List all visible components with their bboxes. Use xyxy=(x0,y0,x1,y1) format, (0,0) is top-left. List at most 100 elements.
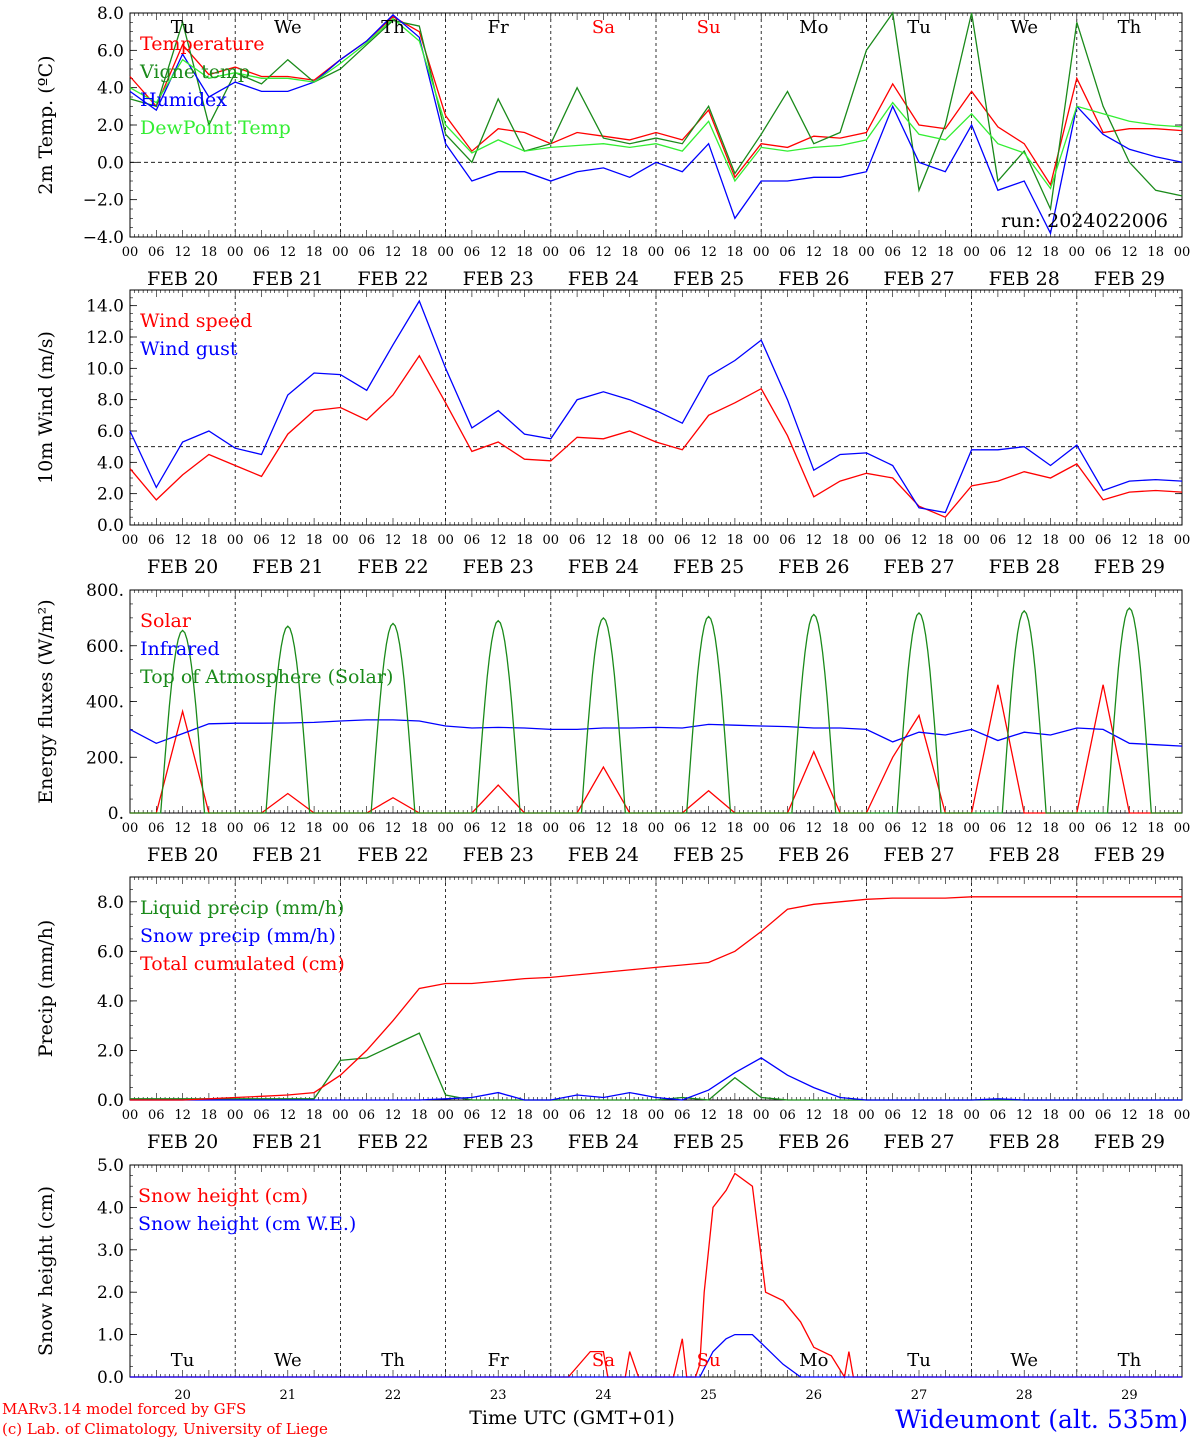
hour-tick-label: 12 xyxy=(490,1108,507,1123)
hour-tick-label: 18 xyxy=(832,533,849,548)
hour-tick-label: 18 xyxy=(621,821,638,836)
hour-tick-label: 00 xyxy=(227,1108,244,1123)
hour-tick-label: 18 xyxy=(1042,533,1059,548)
hour-tick-label: 00 xyxy=(437,533,454,548)
weekday-label: Su xyxy=(697,1350,721,1371)
hour-tick-label: 18 xyxy=(1147,533,1164,548)
legend-entry: Infrared xyxy=(140,638,220,660)
hour-tick-label: 06 xyxy=(990,533,1007,548)
model-credit: MARv3.14 model forced by GFS xyxy=(2,1400,246,1418)
hour-tick-label: 06 xyxy=(990,821,1007,836)
hour-tick-label: 06 xyxy=(358,1108,375,1123)
y-tick-label: 6.0 xyxy=(97,422,124,442)
weekday-label: Sa xyxy=(592,17,615,38)
panel-snow xyxy=(129,1164,1183,1379)
y-tick-label: 1.0 xyxy=(97,1326,124,1346)
hour-tick-label: 18 xyxy=(306,821,323,836)
date-label: FEB 23 xyxy=(463,844,534,866)
y-tick-label: 2.0 xyxy=(97,485,124,505)
hour-tick-label: 00 xyxy=(753,1108,770,1123)
weekday-label: Su xyxy=(697,17,721,38)
date-label: FEB 22 xyxy=(357,556,428,578)
hour-tick-label: 06 xyxy=(779,821,796,836)
hour-tick-label: 00 xyxy=(963,533,980,548)
date-label: FEB 21 xyxy=(252,268,323,290)
date-label: FEB 20 xyxy=(147,268,218,290)
hour-tick-label: 18 xyxy=(832,1108,849,1123)
hour-tick-label: 00 xyxy=(753,533,770,548)
y-tick-label: 4.0 xyxy=(97,992,124,1012)
y-tick-label: 4.0 xyxy=(97,1198,124,1218)
date-label: FEB 22 xyxy=(357,1131,428,1153)
date-label: FEB 27 xyxy=(883,844,954,866)
hour-tick-label: 18 xyxy=(201,533,218,548)
hour-tick-label: 06 xyxy=(990,1108,1007,1123)
y-tick-label: 600. xyxy=(86,637,124,657)
hour-tick-label: 06 xyxy=(990,245,1007,260)
hour-tick-label: 18 xyxy=(516,1108,533,1123)
hour-tick-label: 18 xyxy=(937,245,954,260)
hour-tick-label: 00 xyxy=(227,533,244,548)
y-axis-label: 2m Temp. (ºC) xyxy=(35,55,57,194)
series-line-liquid-precip-mm-h- xyxy=(130,1032,1182,1101)
weekday-label: Sa xyxy=(592,1350,615,1371)
weekday-label: Fr xyxy=(488,17,509,38)
date-label: FEB 25 xyxy=(673,556,744,578)
hour-tick-label: 06 xyxy=(569,1108,586,1123)
hour-tick-label: 12 xyxy=(1016,1108,1033,1123)
date-label: FEB 23 xyxy=(463,556,534,578)
y-tick-label: 8.0 xyxy=(97,893,124,913)
y-tick-label: 800. xyxy=(86,581,124,601)
hour-tick-label: 00 xyxy=(437,1108,454,1123)
y-tick-label: 0.0 xyxy=(97,1368,124,1388)
hour-tick-label: 06 xyxy=(358,821,375,836)
hour-tick-label: 12 xyxy=(174,533,191,548)
hour-tick-label: 18 xyxy=(937,821,954,836)
hour-tick-label: 12 xyxy=(595,1108,612,1123)
hour-tick-label: 12 xyxy=(1016,533,1033,548)
weekday-label: Th xyxy=(381,17,405,38)
y-tick-label: 2.0 xyxy=(97,116,124,136)
legend-entry: Humidex xyxy=(140,89,227,111)
plot-frame xyxy=(129,589,1183,814)
y-tick-label: 10.0 xyxy=(86,359,124,379)
hour-tick-label: 18 xyxy=(621,533,638,548)
weekday-label: Th xyxy=(1118,1350,1142,1371)
hour-tick-label: 18 xyxy=(306,1108,323,1123)
date-label: FEB 21 xyxy=(252,1131,323,1153)
hour-tick-label: 00 xyxy=(437,821,454,836)
date-label: FEB 28 xyxy=(989,556,1060,578)
series-line-dewpoint-temp xyxy=(129,17,1183,190)
hour-tick-label: 06 xyxy=(253,821,270,836)
weekday-label: Tu xyxy=(171,17,195,38)
hour-tick-label: 18 xyxy=(621,245,638,260)
hour-tick-label: 00 xyxy=(332,1108,349,1123)
panel-energy xyxy=(129,589,1183,814)
hour-tick-label: 00 xyxy=(753,821,770,836)
hour-tick-label: 06 xyxy=(1095,1108,1112,1123)
hour-tick-label: 12 xyxy=(174,1108,191,1123)
legend-entry: Snow height (cm) xyxy=(138,1185,308,1207)
date-label: FEB 20 xyxy=(147,556,218,578)
hour-tick-label: 18 xyxy=(516,533,533,548)
y-axis-label: Precip (mm/h) xyxy=(35,920,57,1058)
date-label: FEB 25 xyxy=(673,1131,744,1153)
y-tick-label: 0.0 xyxy=(97,153,124,173)
y-tick-label: 0.0 xyxy=(97,1091,124,1111)
hour-tick-label: 12 xyxy=(385,533,402,548)
hour-tick-label: 06 xyxy=(358,533,375,548)
series-line-total-cumulated-cm- xyxy=(130,896,1182,1101)
hour-tick-label: 18 xyxy=(516,245,533,260)
date-label: FEB 22 xyxy=(357,268,428,290)
hour-tick-label: 12 xyxy=(174,821,191,836)
hour-tick-label: 00 xyxy=(437,245,454,260)
hour-tick-label: 00 xyxy=(753,245,770,260)
series-line-infrared xyxy=(129,719,1183,747)
hour-tick-label: 00 xyxy=(858,245,875,260)
hour-tick-label: 06 xyxy=(464,245,481,260)
hour-tick-label: 06 xyxy=(674,1108,691,1123)
date-label: FEB 26 xyxy=(778,268,849,290)
hour-tick-label: 12 xyxy=(911,821,928,836)
hour-tick-label: 06 xyxy=(464,533,481,548)
